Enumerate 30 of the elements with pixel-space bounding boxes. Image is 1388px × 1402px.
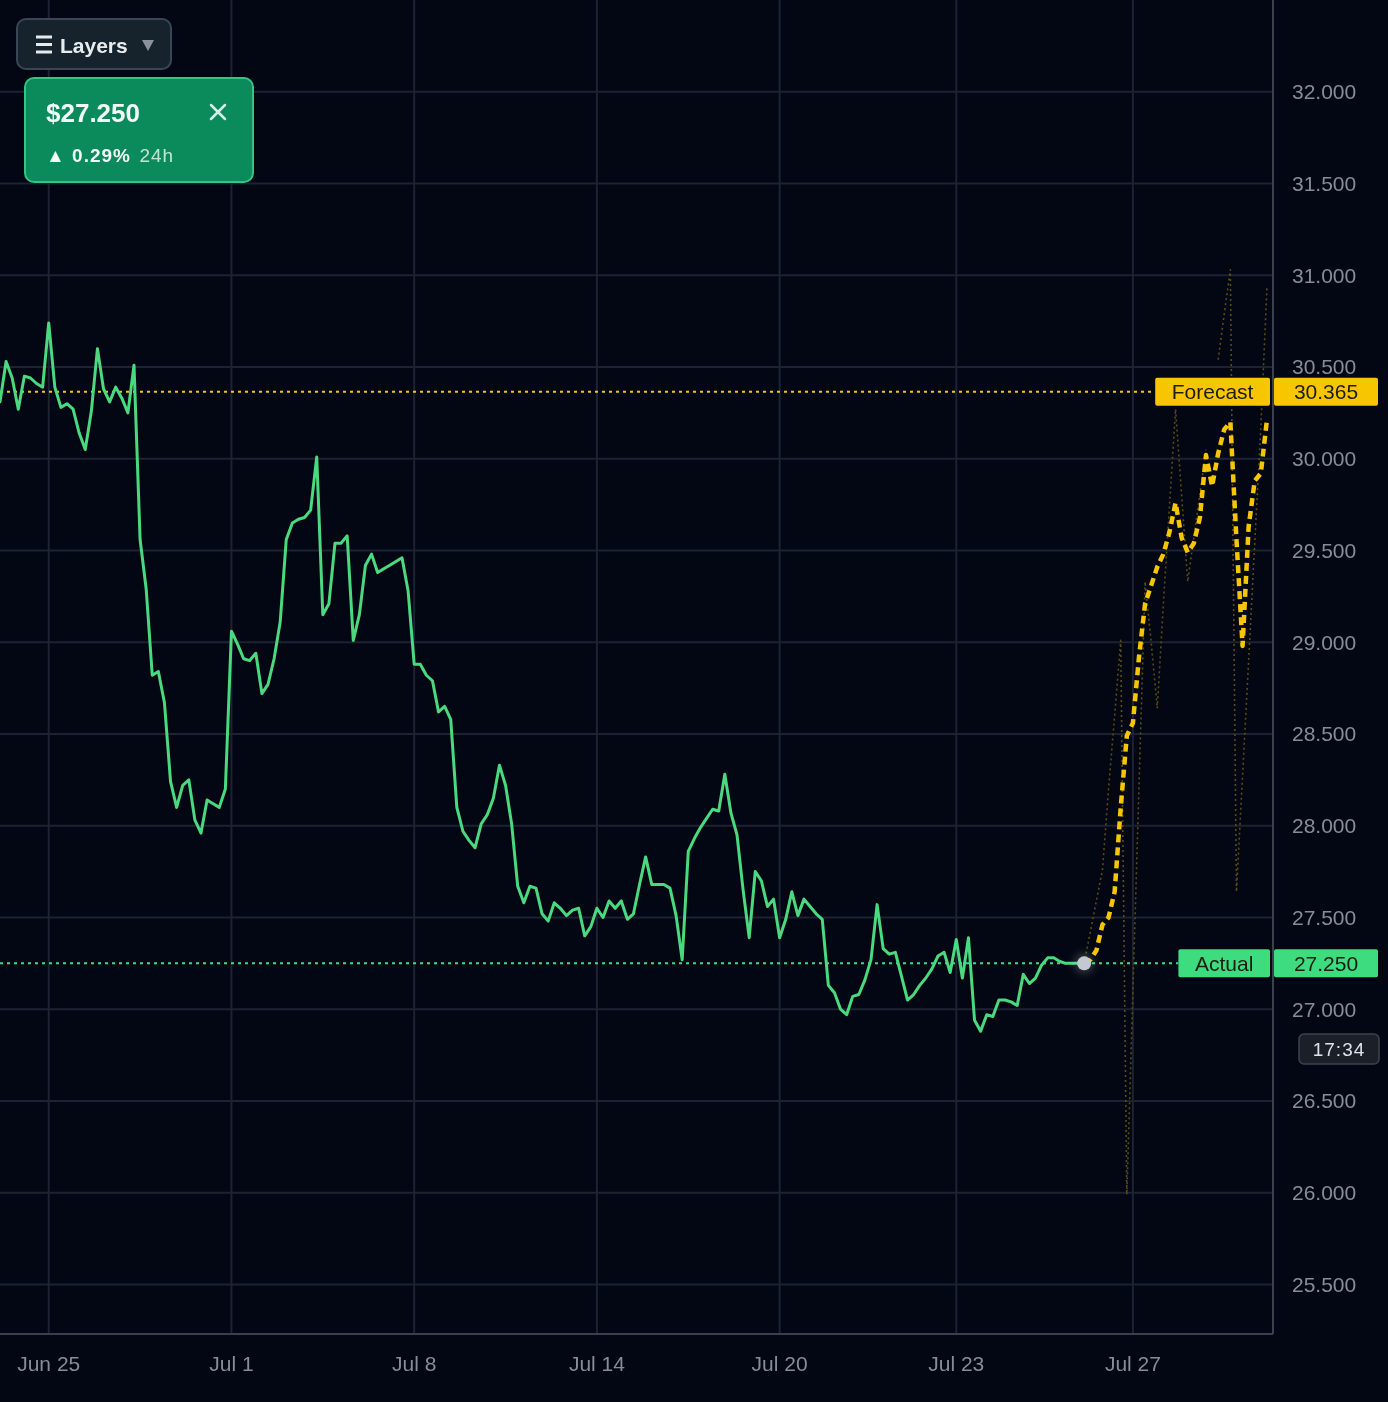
x-tick-label: Jul 14: [568, 1351, 626, 1375]
y-tick-label: 26.000: [1292, 1181, 1357, 1205]
x-tick-label: Jul 8: [392, 1351, 437, 1375]
y-tick-label: 28.500: [1292, 722, 1357, 746]
y-tick-label: 27.000: [1292, 997, 1357, 1021]
x-tick-label: Jul 20: [751, 1351, 808, 1375]
y-tick-label: 30.500: [1292, 355, 1357, 379]
text: 27.250: [1293, 951, 1359, 975]
x-tick-label: Jul 27: [1104, 1351, 1161, 1375]
x-tick-label: Jul 1: [209, 1351, 254, 1375]
annotation: ▲ 0.29%: [46, 144, 131, 166]
x-tick-label: Jul 23: [928, 1351, 985, 1375]
x-tick-label: Jun 25: [17, 1351, 81, 1375]
text: 30.365: [1293, 380, 1359, 404]
y-tick-label: 28.000: [1292, 814, 1357, 838]
y-tick-label: 31.500: [1292, 171, 1357, 195]
y-tick-label: 27.500: [1292, 905, 1357, 929]
text: 17:34: [1312, 1038, 1366, 1060]
annotation: Layers: [60, 33, 128, 57]
y-tick-label: 32.000: [1292, 80, 1357, 104]
y-tick-label: 31.000: [1292, 263, 1357, 287]
ref-line-label: Forecast: [1171, 380, 1254, 404]
ref-line-label: Actual: [1195, 951, 1254, 975]
y-tick-label: 29.000: [1292, 630, 1357, 654]
y-tick-label: 29.500: [1292, 538, 1357, 562]
annotation: 24h: [139, 144, 175, 166]
y-tick-label: 26.500: [1292, 1089, 1357, 1113]
annotation: $27.250: [46, 98, 140, 128]
y-tick-label: 30.000: [1292, 447, 1357, 471]
y-tick-label: 25.500: [1292, 1272, 1357, 1296]
